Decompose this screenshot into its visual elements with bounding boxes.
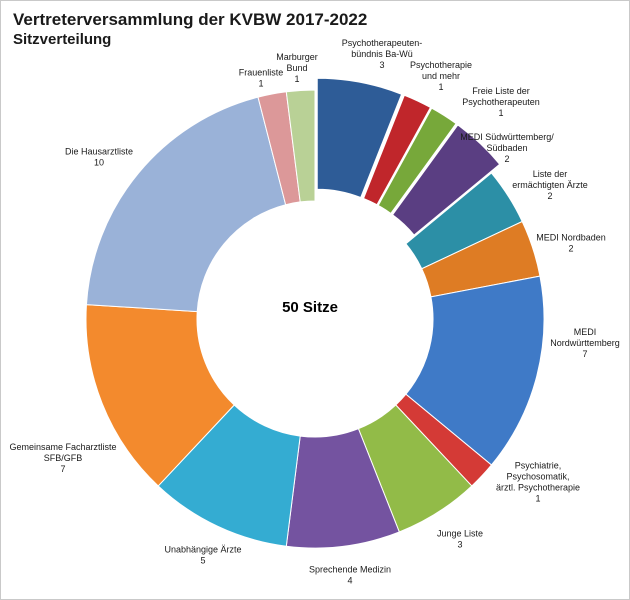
donut-slice-2 [362,94,432,206]
slice-label-13: Die Hausarztliste 10 [65,147,133,168]
donut-slice-4 [391,124,501,236]
slice-label-5: Liste der ermächtigten Ärzte 2 [512,169,588,201]
slice-label-2: Psychotherapie und mehr 1 [410,60,472,92]
slice-label-12: Gemeinsame Facharztliste SFB/GFB 7 [9,442,116,474]
donut-slice-13 [85,96,287,313]
slice-label-1: Psychotherapeuten-bündnis Ba-Wü 3 [342,38,423,70]
slice-label-7: MEDI Nordwürttemberg 7 [550,327,620,359]
donut-slice-15 [285,89,316,203]
chart-title: Vertreterversammlung der KVBW 2017-2022 [13,10,368,29]
slice-label-15: Marburger Bund 1 [276,52,318,84]
slice-label-6: MEDI Nordbaden 2 [536,233,606,254]
donut-slice-3 [377,107,457,215]
donut-slice-1 [316,77,403,199]
slice-label-11: Unabhängige Ärzte 5 [164,545,241,566]
slice-label-9: Junge Liste 3 [437,529,483,550]
center-label: 50 Sitze [282,299,338,316]
slice-label-14: Frauenliste 1 [239,68,284,89]
slice-label-10: Sprechende Medizin 4 [309,565,391,586]
slice-label-8: Psychiatrie, Psychosomatik, ärztl. Psychot… [496,461,580,504]
chart-subtitle: Sitzverteilung [13,31,112,48]
slice-label-4: MEDI Südwürttemberg/Südbaden 2 [460,132,554,164]
slice-label-3: Freie Liste der Psychotherapeuten 1 [462,86,540,118]
